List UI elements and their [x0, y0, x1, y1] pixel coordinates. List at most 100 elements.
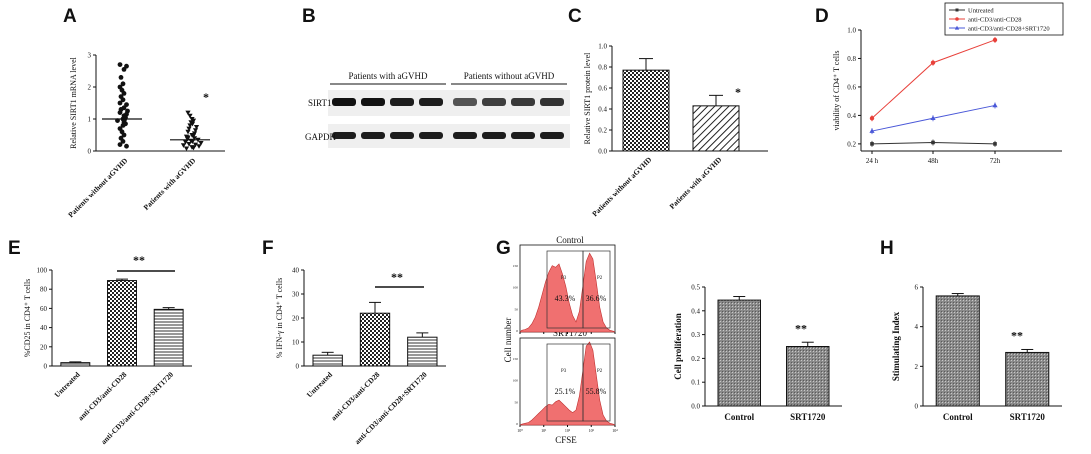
y-tick-label: 1.0: [598, 43, 607, 51]
scatter-point: [117, 62, 123, 67]
category-label: Patients with aGVHD: [142, 156, 198, 212]
scatter-point: [190, 133, 197, 139]
category-label: SRT1720: [790, 412, 826, 422]
y-axis-title: Stimulating Index: [891, 311, 901, 381]
gate-label: P2: [597, 369, 603, 374]
x-tick-label: 10²: [565, 428, 571, 433]
bar: [153, 308, 184, 367]
bar: [359, 312, 391, 367]
significance-star: **: [1011, 328, 1023, 342]
panel-letter-g: G: [496, 238, 511, 259]
blot-group-label-with: Patients with aGVHD: [349, 71, 428, 81]
gate-label: P3: [561, 276, 567, 281]
bar: [717, 299, 761, 407]
panel-g-histograms: Control SRT1720 Cell number CFSE P3 P2 43.…: [503, 235, 618, 445]
y-tick-label: 0.6: [847, 83, 856, 91]
category-label: Untreated: [53, 369, 83, 399]
blot-band-gapdh: [453, 132, 477, 139]
y-tick-label: 40: [40, 324, 48, 332]
panel-letter-c: C: [568, 6, 582, 27]
y-tick-label: 20: [40, 343, 48, 351]
y-tick-label: 40: [292, 267, 300, 275]
bar: [786, 346, 830, 407]
significance-star: **: [795, 322, 807, 336]
blot-band-gapdh: [540, 132, 564, 139]
bar: [622, 69, 670, 152]
scatter-point: [120, 139, 126, 144]
scatter-point: [117, 110, 123, 115]
scatter-point: [192, 128, 199, 133]
y-tick-label: 0: [915, 403, 919, 411]
blot-band-gapdh: [332, 132, 356, 139]
y-tick-label: 0: [296, 363, 300, 371]
series-line: [871, 39, 996, 119]
scatter-point: [192, 142, 199, 148]
hist-xlabel: CFSE: [555, 435, 577, 445]
y-axis-title: Cell proliferation: [673, 313, 683, 380]
data-point: [869, 128, 875, 133]
blot-band-sirt1: [332, 98, 356, 106]
significance-star: *: [735, 85, 741, 99]
category-label: Control: [724, 412, 754, 422]
y-tick-label: 10: [292, 339, 300, 347]
y-axis-title: Relative SIRT1 protein level: [583, 52, 592, 144]
x-tick-label: 10⁴: [612, 428, 618, 433]
blot-band-sirt1: [390, 98, 414, 106]
y-tick-label: 0: [88, 148, 92, 156]
x-tick-label: 10⁰: [517, 428, 523, 433]
y-tick-label: 6: [915, 284, 919, 292]
blot-group-label-without: Patients without aGVHD: [464, 71, 555, 81]
y-tick-label: 0.0: [691, 403, 700, 411]
y-tick-label: 100: [513, 286, 519, 290]
blot-band-gapdh: [511, 132, 535, 139]
blot-band-gapdh: [361, 132, 385, 139]
y-tick-label: 0: [44, 363, 48, 371]
y-tick-label: 0.8: [598, 64, 607, 72]
data-point: [992, 102, 998, 108]
y-axis-title: %CD25 in CD4⁺ T cells: [23, 279, 32, 358]
gate-label: P3: [561, 369, 567, 374]
histogram-area: [519, 341, 616, 426]
y-tick-label: 3: [88, 52, 92, 60]
panel-e-bar: 0 20 40 60 80 100 %CD25 in CD4⁺ T cells Untreat…: [23, 253, 192, 446]
y-axis-title: % IFN-γ in CD4⁺ T cells: [275, 278, 284, 359]
x-tick-label: 48h: [928, 157, 939, 165]
panel-c-bar: 0.0 0.2 0.4 0.6 0.8 1.0 Relative SIRT1 protein…: [583, 43, 768, 218]
y-tick-label: 0.2: [847, 140, 856, 148]
scatter-point: [117, 142, 123, 148]
y-tick-label: 0.4: [847, 112, 856, 120]
significance-star: **: [391, 270, 403, 284]
y-tick-label: 0: [516, 329, 518, 333]
y-tick-label: 80: [40, 286, 48, 294]
scatter-point: [189, 121, 196, 127]
data-point: [992, 37, 998, 43]
data-point: [870, 142, 874, 146]
panel-letter-a: A: [63, 6, 77, 27]
blot-band-gapdh: [419, 132, 443, 139]
y-tick-label: 0.2: [598, 127, 607, 135]
hist-title-control: Control: [556, 235, 584, 245]
y-tick-label: 100: [37, 267, 48, 275]
panel-b-western-blot: Patients with aGVHD Patients without aGV…: [305, 71, 570, 148]
scatter-point: [182, 140, 189, 145]
legend-label: anti-CD3/anti-CD28+SRT1720: [968, 26, 1050, 33]
gate-label: P2: [597, 276, 603, 281]
x-tick-label: 72h: [990, 157, 1001, 165]
scatter-point: [120, 97, 126, 103]
panel-f-bar: 0 10 20 30 40 % IFN-γ in CD4⁺ T cells Untreate…: [275, 267, 446, 446]
gate-percent: 25.1%: [555, 387, 576, 396]
panel-d-line: 0.2 0.4 0.6 0.8 1.0 viability of CD4⁺ T cells…: [832, 2, 1064, 165]
category-label: anti-CD3/anti-CD28: [329, 370, 382, 423]
gate-percent: 43.3%: [555, 294, 576, 303]
significance-star: *: [203, 90, 209, 104]
scatter-point: [187, 123, 193, 128]
data-point: [993, 142, 997, 146]
scatter-point: [189, 139, 196, 144]
x-tick-label: 24 h: [866, 157, 879, 165]
scatter-point: [180, 143, 187, 148]
scatter-point: [124, 143, 129, 149]
bar: [935, 295, 980, 407]
scatter-point: [190, 118, 197, 124]
legend-label: Untreated: [968, 8, 994, 15]
